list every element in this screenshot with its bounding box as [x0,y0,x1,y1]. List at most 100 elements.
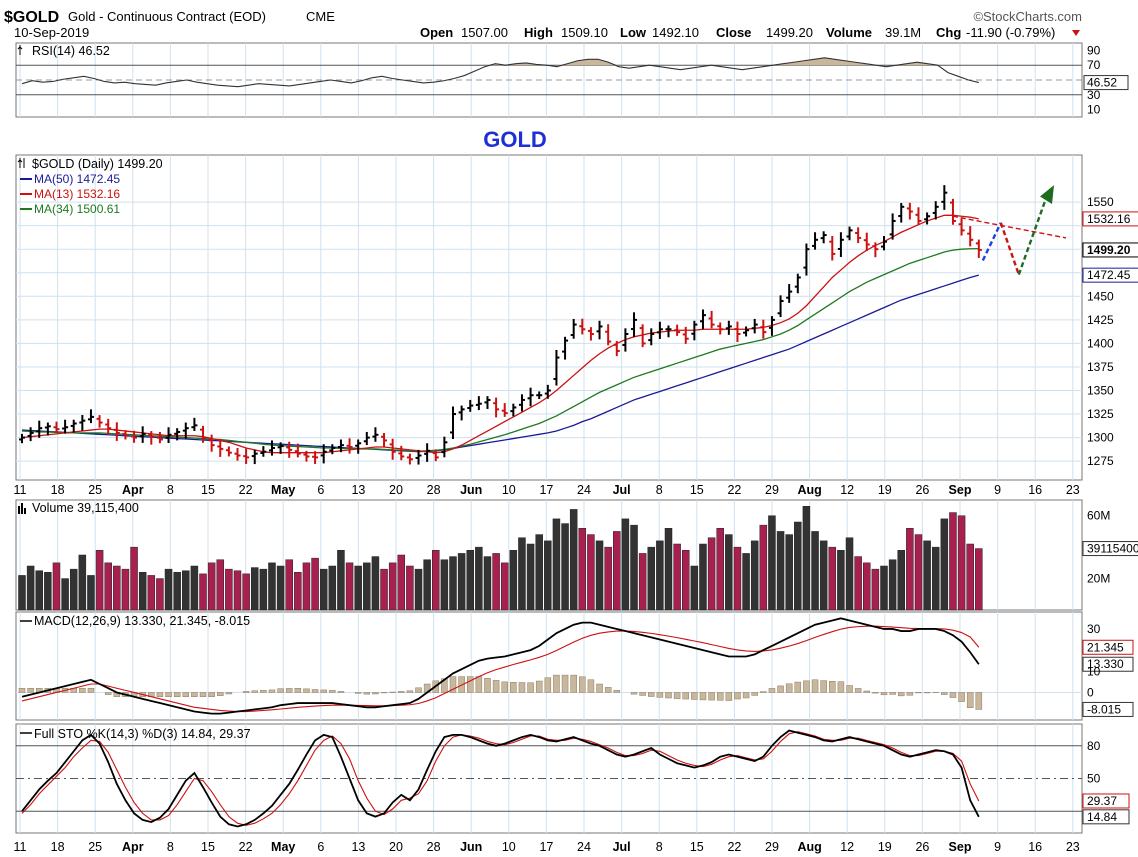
macd-histogram-bar [415,687,422,693]
x-tick-label: 16 [1028,483,1042,497]
price-bar [587,327,594,341]
rsi-overbought-fill [773,57,876,66]
macd-histogram-bar [372,692,379,695]
macd-histogram-bar [587,679,595,693]
price-bar [467,399,474,412]
macd-histogram-bar [872,692,879,694]
volume-bar [794,521,802,611]
macd-histogram-bar [751,692,758,696]
macd-histogram-bar [820,680,827,693]
macd-histogram-bar [199,692,207,697]
x-tick-label: 29 [765,840,779,854]
volume-bar [897,550,905,611]
volume-bar [371,556,380,611]
macd-histogram-bar [165,692,172,697]
price-bar [562,336,569,360]
price-bar [596,320,603,340]
x-tick-label: 18 [51,840,65,854]
price-y-tick: 1400 [1087,336,1114,350]
x-tick-label: 6 [317,840,324,854]
price-y-tick: 1425 [1087,313,1114,327]
price-bar [286,441,293,458]
volume-bar [966,543,974,611]
price-bar [19,433,25,444]
price-bar [777,295,784,318]
macd-histogram-bar [553,674,560,693]
macd-histogram-bar [768,688,776,693]
price-bar [717,322,724,335]
macd-histogram-bar [785,683,793,693]
macd-histogram-bar [510,682,517,693]
volume-bar [18,575,26,611]
macd-histogram-bar [699,692,707,701]
price-bar [872,242,879,258]
x-tick-label: 28 [427,483,441,497]
volume-bar [949,512,957,611]
macd-histogram-bar [363,692,371,695]
x-tick-label: Jun [460,840,482,854]
volume-bar [380,568,388,611]
price-bar [631,312,638,338]
legend-entry: MA(50) 1472.45 [34,172,120,186]
price-bar [346,438,353,454]
volume-bar [268,562,276,611]
rsi-overbought-fill [896,62,938,66]
volume-bar [44,572,52,611]
price-bar [794,273,801,294]
macd-histogram-bar [501,681,508,693]
macd-line [21,617,980,715]
price-bar [768,316,775,336]
volume-bar [259,568,268,611]
volume-bar [354,565,362,611]
volume-bar [164,568,173,611]
price-bar [501,403,508,417]
macd-histogram-bar [535,680,543,693]
x-tick-label: 9 [994,840,1001,854]
price-y-tick: 1350 [1087,384,1114,398]
volume-bar [509,550,518,611]
price-bar [475,396,482,411]
volume-bar [518,537,526,611]
x-tick-label: 22 [727,840,741,854]
x-tick-label: 25 [88,483,102,497]
volume-bar [647,546,656,611]
x-tick-label: 24 [577,840,591,854]
macd-y-tick: 13.330 [1087,657,1124,671]
volume-bar [311,557,319,611]
macd-histogram-bar [518,682,526,693]
volume-bar [199,573,207,611]
price-bar [906,202,913,220]
x-tick-label: Sep [949,483,972,497]
macd-histogram-bar [104,692,112,695]
volume-bar [328,565,337,611]
macd-histogram-bar [466,676,474,693]
volume-bar [113,565,121,611]
price-bar [139,426,146,443]
price-bar [260,446,267,457]
price-bar [536,391,543,399]
chg-label: Chg [936,25,961,40]
macd-histogram-bar [173,692,181,697]
macd-histogram-bar [484,678,491,693]
down-triangle-icon [1072,30,1080,36]
volume-label: Volume [826,25,872,40]
macd-histogram-bar [544,677,552,693]
macd-y-tick: 10 [1087,664,1101,678]
x-tick-label: 22 [727,483,741,497]
rsi-overbought-fill [556,59,619,66]
volume-title: Volume 39,115,400 [32,501,139,515]
macd-histogram-bar [708,692,715,701]
macd-histogram-bar [217,692,224,696]
macd-histogram-bar [665,692,672,699]
macd-histogram-bar [337,691,345,693]
price-bar [432,449,439,462]
macd-histogram-bar [803,680,810,693]
x-tick-label: 19 [878,483,892,497]
x-tick-label: 13 [351,483,365,497]
volume-bar [725,534,733,611]
arrow-head-icon [1040,185,1054,204]
price-bar [613,341,620,357]
volume-bar [768,515,776,611]
price-last-value-box [1082,267,1138,283]
